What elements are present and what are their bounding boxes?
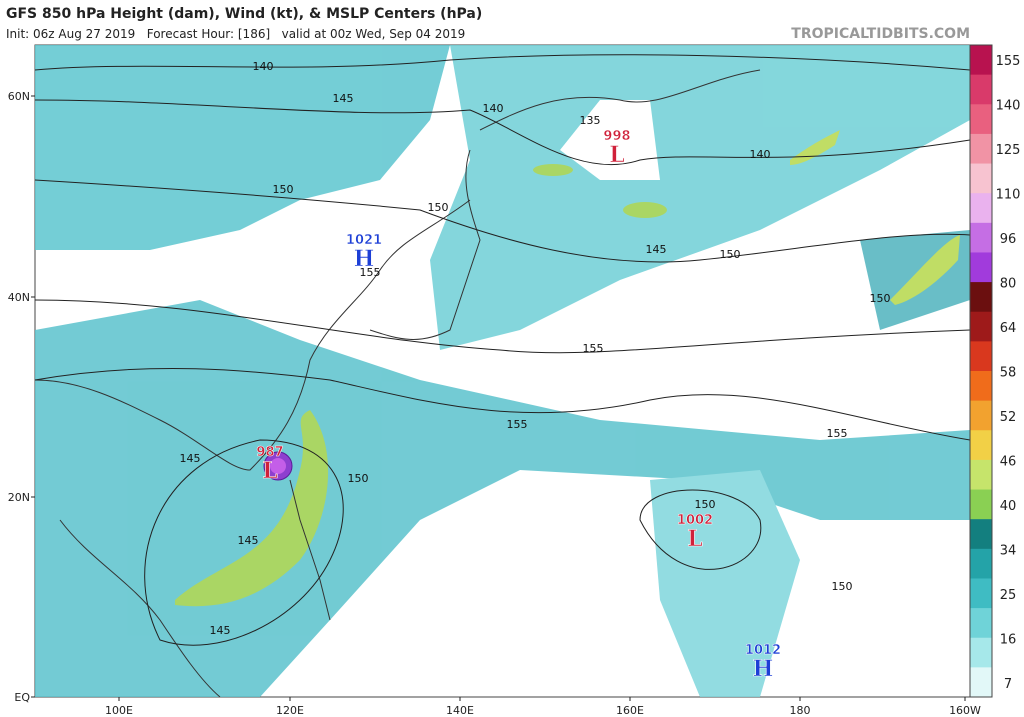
- lon-label: 100E: [105, 704, 133, 717]
- contour-label: 150: [832, 580, 853, 593]
- contour-label: 155: [583, 342, 604, 355]
- contour-label: 145: [180, 452, 201, 465]
- colorbar-segment: [970, 608, 992, 639]
- colorbar-segment: [970, 252, 992, 283]
- colorbar-segment: [970, 459, 992, 491]
- contour-label: 140: [483, 102, 504, 115]
- colorbar-label: 80: [1000, 277, 1017, 292]
- contour-label: 145: [210, 624, 231, 637]
- cyclone-eye: [270, 458, 286, 474]
- colorbar-segment: [970, 548, 992, 579]
- contour-label: 145: [238, 534, 259, 547]
- colorbar-segment: [970, 667, 992, 698]
- lon-label: 180: [790, 704, 811, 717]
- subtitle: Init: 06z Aug 27 2019 Forecast Hour: [18…: [6, 27, 465, 41]
- colorbar-segment: [970, 400, 992, 431]
- contour-label: 135: [580, 114, 601, 127]
- colorbar-label: 58: [1000, 366, 1017, 381]
- colorbar-frame: [969, 44, 993, 698]
- contour-label: 150: [428, 201, 449, 214]
- colorbar-label: 140: [996, 99, 1021, 114]
- colorbar-segment: [970, 578, 992, 609]
- height-contours: [34, 54, 971, 646]
- lon-label: 120E: [276, 704, 304, 717]
- colorbar-segment: [970, 45, 992, 76]
- center-value: 987: [256, 445, 283, 460]
- colorbar-segment: [970, 104, 992, 135]
- center-value: 1021: [346, 233, 382, 248]
- colorbar-label: 7: [1004, 677, 1012, 692]
- contour-label: 140: [253, 60, 274, 73]
- contour-label: 155: [507, 418, 528, 431]
- colorbar-segment: [970, 222, 992, 253]
- center-type: L: [262, 458, 277, 484]
- colorbar-segment: [970, 311, 992, 342]
- colorbar-label: 34: [1000, 544, 1017, 559]
- brand: TROPICALTIDBITS.COM: [791, 26, 970, 42]
- contour-label: 145: [646, 243, 667, 256]
- colorbar-label: 155: [996, 54, 1021, 69]
- contour-label: 155: [827, 427, 848, 440]
- title: GFS 850 hPa Height (dam), Wind (kt), & M…: [6, 6, 482, 22]
- center-value: 998: [603, 129, 630, 144]
- colorbar-segment: [970, 430, 992, 461]
- colorbar-segment: [970, 133, 992, 165]
- colorbar-segment: [970, 282, 992, 313]
- contour-label: 145: [333, 92, 354, 105]
- colorbar-segment: [970, 489, 992, 520]
- contour-label: 150: [870, 292, 891, 305]
- colorbar-segment: [970, 193, 992, 224]
- lat-label: EQ: [14, 691, 30, 704]
- colorbar-label: 52: [1000, 410, 1017, 425]
- contour-label: 150: [720, 248, 741, 261]
- coastlines: [34, 69, 761, 698]
- colorbar-label: 46: [1000, 455, 1017, 470]
- colorbar-segment: [970, 341, 992, 372]
- lon-label: 160W: [949, 704, 981, 717]
- colorbar-segment: [970, 371, 992, 402]
- contour-label: 140: [750, 148, 771, 161]
- colorbar-label: 16: [1000, 633, 1017, 648]
- contour-label: 150: [348, 472, 369, 485]
- lon-label: 160E: [616, 704, 644, 717]
- colorbar-segment: [970, 519, 992, 550]
- lon-label: 140E: [446, 704, 474, 717]
- colorbar-segment: [970, 74, 992, 105]
- center-value: 1012: [745, 643, 781, 658]
- colorbar-segment: [970, 163, 992, 194]
- colorbar-label: 125: [996, 143, 1021, 158]
- contour-label: 150: [695, 498, 716, 511]
- wind-shading: [35, 45, 970, 697]
- center-type: H: [354, 246, 375, 272]
- overlay: 60N 40N 20N EQ 100E 120E 140E 160E 180 160W 155 140…: [8, 44, 1021, 717]
- colorbar-label: 25: [1000, 588, 1017, 603]
- colorbar-label: 96: [1000, 232, 1017, 247]
- colorbar-segment: [970, 637, 992, 668]
- colorbar-label: 110: [996, 188, 1021, 203]
- lat-label: 40N: [8, 291, 30, 304]
- center-type: H: [753, 656, 774, 682]
- lat-label: 20N: [8, 491, 30, 504]
- center-type: L: [609, 142, 624, 168]
- center-type: L: [687, 526, 702, 552]
- colorbar-label: 64: [1000, 321, 1017, 336]
- contour-label: 150: [273, 183, 294, 196]
- contour-label: 155: [360, 266, 381, 279]
- center-value: 1002: [677, 513, 713, 528]
- lat-label: 60N: [8, 90, 30, 103]
- colorbar-label: 40: [1000, 499, 1017, 514]
